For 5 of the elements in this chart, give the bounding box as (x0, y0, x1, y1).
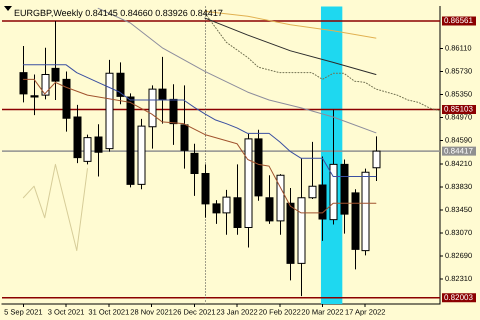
ref-line-label: 0.86561 (444, 16, 474, 26)
ref-line-label: 0.84417 (444, 146, 474, 156)
ref-line-label: 0.85103 (444, 104, 474, 114)
ref-line-label: 0.82003 (444, 292, 474, 302)
chart-title: EURGBP,Weekly 0.84145 0.84660 0.83926 0.84417 (14, 8, 223, 18)
